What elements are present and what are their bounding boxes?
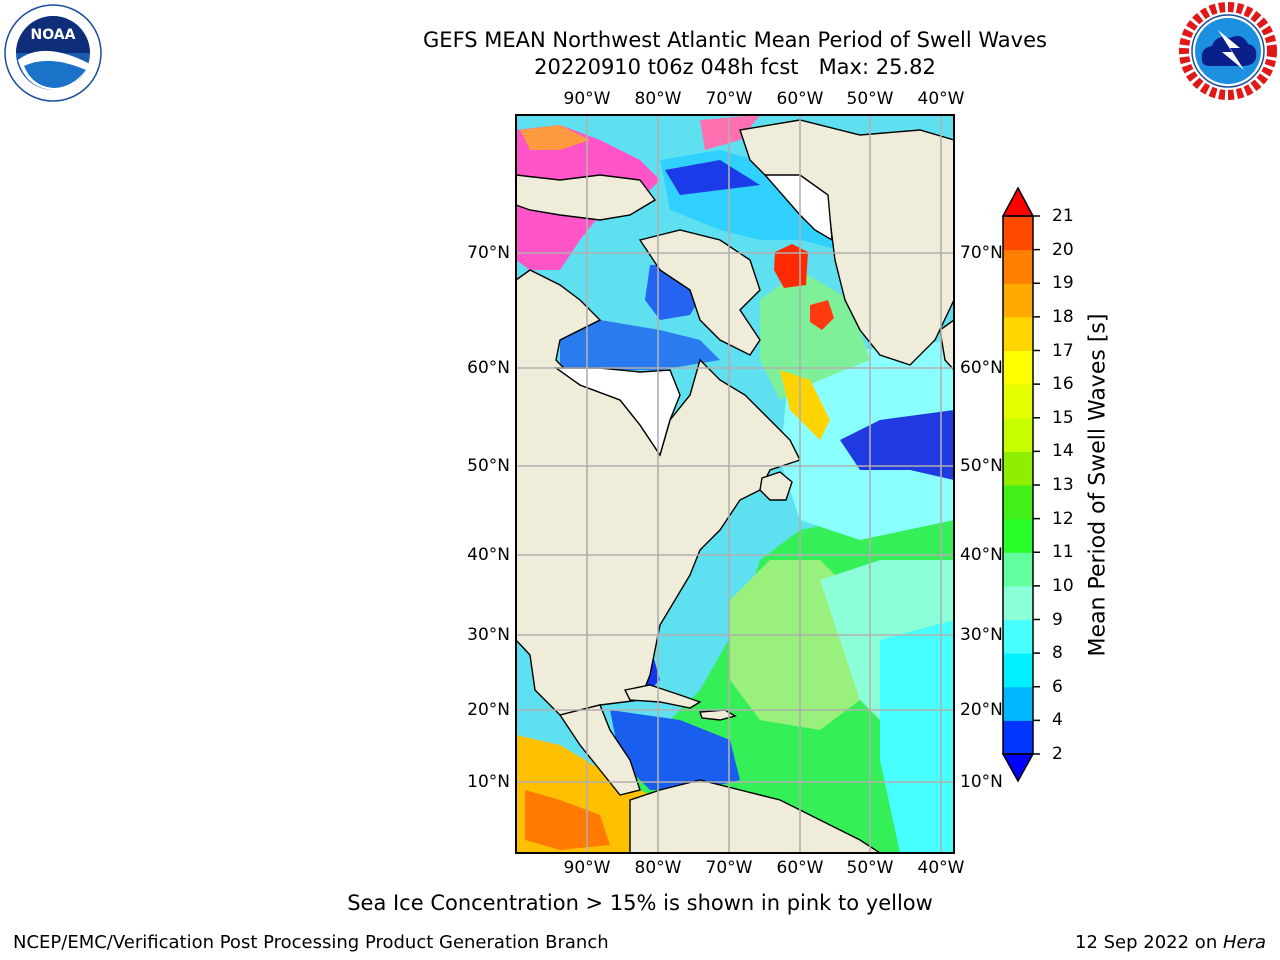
footer-date: 12 Sep 2022 on Hera xyxy=(1075,932,1266,953)
longitude-label-top: 80°W xyxy=(634,89,682,109)
map-subtitle: 20220910 t06z 048h fcst Max: 25.82 xyxy=(534,55,936,79)
sea-ice-note: Sea Ice Concentration > 15% is shown in … xyxy=(0,891,1280,915)
swell-field-pacific-high xyxy=(525,790,610,850)
land-baffin-island xyxy=(638,229,761,356)
swell-field-east xyxy=(880,620,954,853)
colorbar-segment xyxy=(1003,417,1033,452)
latitude-label-left: 60°N xyxy=(467,358,510,378)
swell-low-baffin-north xyxy=(665,160,760,195)
longitude-label-top: 60°W xyxy=(776,89,824,109)
swell-field-caribbean xyxy=(610,710,740,790)
latitude-label-left: 40°N xyxy=(467,545,510,565)
colorbar-segment xyxy=(1003,619,1033,654)
colorbar-tick-label: 2 xyxy=(1052,744,1063,764)
colorbar-tick-label: 13 xyxy=(1052,475,1074,495)
colorbar-segment xyxy=(1003,316,1033,351)
latitude-label-left: 70°N xyxy=(467,243,510,263)
swell-low-period-band xyxy=(840,410,954,480)
longitude-label-top: 70°W xyxy=(705,89,753,109)
colorbar-label: Mean Period of Swell Waves [s] xyxy=(1085,313,1111,657)
colorbar-tick-label: 18 xyxy=(1052,306,1074,327)
footer-organization: NCEP/EMC/Verification Post Processing Pr… xyxy=(13,932,609,953)
sea-ice-arctic-north xyxy=(520,125,590,150)
map-plot xyxy=(516,115,954,853)
colorbar-segment xyxy=(1003,350,1033,385)
graticule xyxy=(516,115,954,853)
colorbar-tick-label: 16 xyxy=(1052,374,1074,395)
latitude-label-left: 20°N xyxy=(467,700,510,720)
colorbar-tick-label: 19 xyxy=(1052,273,1074,294)
latitude-label-right: 30°N xyxy=(960,625,1003,645)
colorbar-segment xyxy=(1003,686,1033,721)
colorbar-tick-label: 14 xyxy=(1052,441,1074,462)
longitude-label-bottom: 60°W xyxy=(776,858,824,878)
colorbar-tick-label: 20 xyxy=(1052,239,1074,260)
colorbar-over-arrow xyxy=(1001,186,1035,217)
swell-high-davis xyxy=(810,300,834,330)
colorbar-segment xyxy=(1003,720,1033,755)
map-title: GEFS MEAN Northwest Atlantic Mean Period… xyxy=(423,28,1047,52)
latitude-label-left: 30°N xyxy=(467,625,510,645)
colorbar-tick-label: 11 xyxy=(1052,542,1074,563)
noaa-logo-icon: NOAA xyxy=(4,4,102,102)
colorbar-segment xyxy=(1003,283,1033,318)
latitude-label-left: 50°N xyxy=(467,456,510,476)
sea-ice-nares xyxy=(700,115,760,150)
longitude-label-bottom: 70°W xyxy=(705,858,753,878)
swell-field-hudson-bay xyxy=(560,320,720,370)
latitude-label-right: 60°N xyxy=(960,358,1003,378)
latitude-label-right: 20°N xyxy=(960,700,1003,720)
map-frame xyxy=(515,114,955,854)
longitude-label-bottom: 90°W xyxy=(563,858,611,878)
colorbar-segment xyxy=(1003,384,1033,419)
colorbar-tick-label: 6 xyxy=(1052,676,1063,697)
longitude-label-top: 50°W xyxy=(846,89,894,109)
colorbar-tick-label: 4 xyxy=(1052,710,1063,731)
noaa-logo-text: NOAA xyxy=(31,27,76,43)
longitude-label-bottom: 80°W xyxy=(634,858,682,878)
colorbar-tick-label: 10 xyxy=(1052,575,1074,596)
colorbar-segment xyxy=(1003,518,1033,553)
colorbar-tick-label: 15 xyxy=(1052,407,1074,428)
colorbar-tick-label: 21 xyxy=(1052,206,1074,226)
longitude-label-bottom: 50°W xyxy=(846,858,894,878)
colorbar-segment xyxy=(1003,216,1033,251)
latitude-label-right: 10°N xyxy=(960,772,1003,792)
colorbar-segment xyxy=(1003,653,1033,688)
latitude-label-right: 50°N xyxy=(960,456,1003,476)
colorbar-tick-marks xyxy=(1033,215,1040,755)
land-cuba xyxy=(623,684,702,709)
nws-logo-icon xyxy=(1179,2,1277,100)
colorbar-under-arrow xyxy=(1001,753,1035,783)
land-iceland-edge xyxy=(939,319,954,372)
colorbar-segment xyxy=(1003,585,1033,620)
latitude-label-right: 40°N xyxy=(960,545,1003,565)
swell-field-labrador-coast xyxy=(780,370,830,440)
colorbar-segment xyxy=(1003,485,1033,520)
latitude-label-right: 70°N xyxy=(960,243,1003,263)
colorbar-segment xyxy=(1003,552,1033,587)
colorbar-segment xyxy=(1003,451,1033,486)
latitude-label-left: 10°N xyxy=(467,772,510,792)
longitude-label-top: 40°W xyxy=(917,89,965,109)
colorbar-tick-label: 9 xyxy=(1052,609,1063,630)
colorbar-segments xyxy=(1003,216,1033,755)
colorbar-segment xyxy=(1003,249,1033,284)
colorbar-tick-label: 12 xyxy=(1052,508,1074,529)
colorbar-tick-label: 8 xyxy=(1052,643,1063,664)
land-newfoundland xyxy=(759,471,793,501)
land-hudson-bay-opening xyxy=(553,367,681,457)
longitude-label-bottom: 40°W xyxy=(917,858,965,878)
footer-date-text: 12 Sep 2022 on xyxy=(1075,932,1223,953)
colorbar-tick-label: 17 xyxy=(1052,340,1074,361)
longitude-label-top: 90°W xyxy=(563,89,611,109)
footer-host: Hera xyxy=(1222,932,1266,953)
sea-ice-note-text: Sea Ice Concentration > 15% is shown in … xyxy=(347,891,933,915)
